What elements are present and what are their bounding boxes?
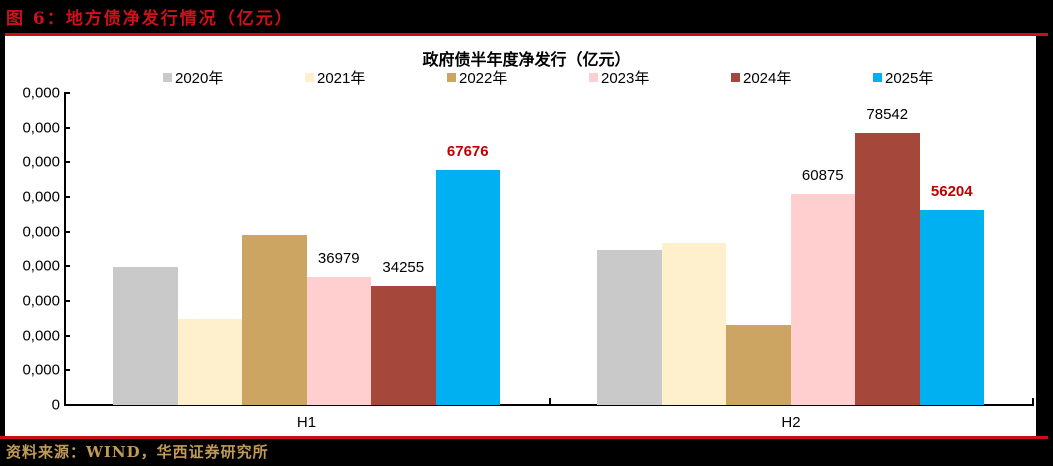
bar-h2-2022	[726, 324, 791, 405]
y-tick-label: 0,000	[22, 188, 60, 206]
legend-label: 2024年	[743, 70, 792, 87]
bottom-divider	[0, 436, 1048, 439]
y-tick-label: 0,000	[22, 292, 60, 310]
y-tick-label: 0,000	[22, 327, 60, 345]
y-axis	[64, 92, 66, 406]
y-tick-label: 0,000	[22, 257, 60, 275]
y-tick-label: 0,000	[22, 223, 60, 241]
data-label: 56204	[930, 183, 973, 201]
y-tick	[64, 265, 70, 268]
legend-label: 2023年	[601, 70, 650, 87]
legend-label: 2020年	[175, 70, 224, 87]
legend-item: 2022年	[447, 67, 507, 88]
y-tick	[64, 126, 70, 129]
legend-item: 2024年	[731, 67, 791, 88]
x-category-label: H2	[781, 414, 801, 431]
y-tick	[64, 230, 70, 233]
y-tick-label: 0,000	[22, 153, 60, 171]
data-label: 36979	[317, 249, 360, 267]
y-tick-label: 0,000	[22, 119, 60, 137]
legend-item: 2021年	[305, 67, 365, 88]
bar-h1-2020	[113, 267, 178, 405]
y-tick-label: 0,000	[22, 361, 60, 379]
legend-swatch	[305, 73, 314, 82]
legend: 2020年 2021年 2022年 2023年 2024年 2025年	[0, 67, 1053, 87]
bar-h2-2021	[661, 243, 726, 405]
data-label: 34255	[382, 259, 425, 277]
chart-title: 政府债半年度净发行（亿元）	[422, 52, 631, 69]
y-tick	[64, 196, 70, 198]
bar-h1-2023	[306, 276, 371, 405]
bar-h1-2025	[435, 170, 500, 405]
x-axis	[64, 404, 1034, 406]
bar-h2-2025	[919, 210, 984, 405]
legend-swatch	[731, 73, 740, 82]
bar-h2-2023	[790, 193, 855, 405]
bar-h1-2022	[242, 235, 307, 405]
x-category-label: H1	[296, 414, 317, 431]
y-tick	[64, 92, 70, 94]
bar-h1-2021	[177, 319, 242, 405]
legend-swatch	[873, 73, 882, 82]
y-tick	[64, 161, 70, 164]
legend-item: 2023年	[589, 67, 649, 88]
data-label: 78542	[866, 105, 909, 123]
legend-swatch	[447, 73, 456, 82]
legend-label: 2021年	[317, 70, 366, 87]
top-divider	[5, 33, 1048, 36]
legend-swatch	[589, 73, 598, 82]
legend-item: 2025年	[873, 67, 933, 88]
y-tick	[64, 334, 70, 337]
y-tick	[64, 369, 70, 372]
bar-h1-2024	[371, 286, 436, 405]
bar-h2-2024	[855, 132, 920, 405]
y-tick-label: 0	[51, 396, 60, 414]
legend-label: 2022年	[459, 70, 508, 87]
y-tick	[64, 300, 70, 302]
y-tick-label: 0,000	[22, 84, 60, 102]
figure-title: 图 6：地方债净发行情况（亿元）	[6, 9, 294, 29]
legend-label: 2025年	[885, 70, 934, 87]
data-label: 67676	[446, 143, 489, 161]
source-note: 资料来源：WIND，华西证券研究所	[6, 443, 269, 461]
x-tick	[1032, 398, 1034, 405]
legend-item: 2020年	[163, 67, 223, 88]
bar-h2-2020	[597, 250, 662, 405]
legend-swatch	[163, 73, 172, 82]
x-tick	[549, 398, 551, 405]
data-label: 60875	[801, 166, 844, 184]
